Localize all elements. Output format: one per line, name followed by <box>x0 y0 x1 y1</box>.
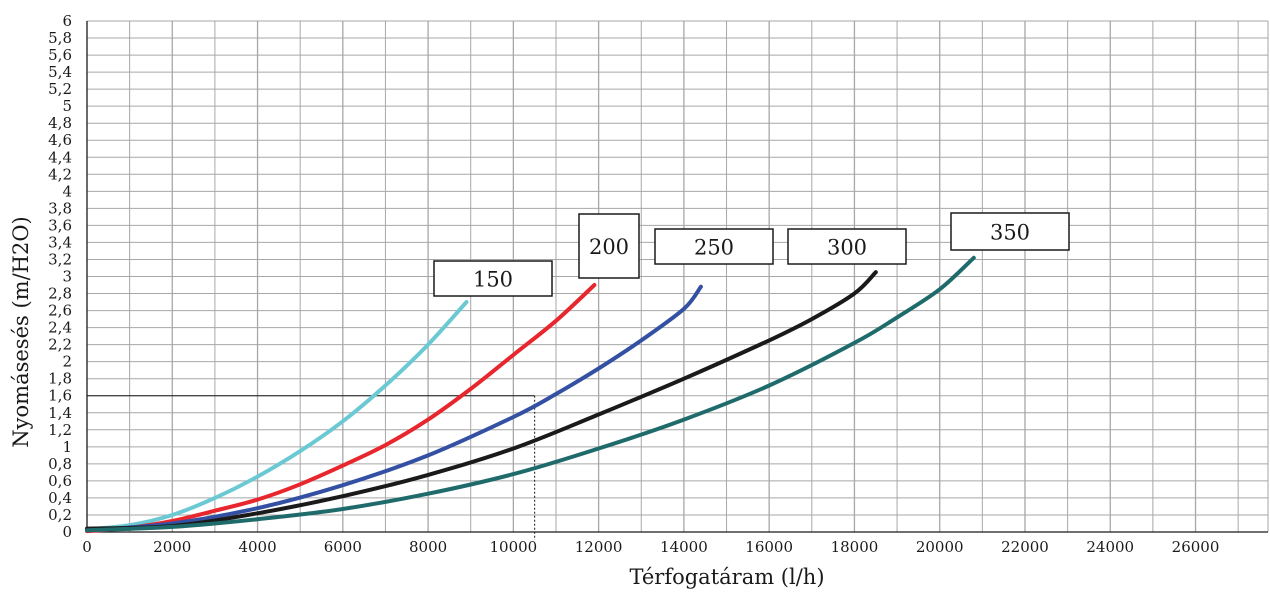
x-tick-labels: 0 2000 4000 6000 8000 10000 12000 14000 16000 180… <box>82 538 1219 556</box>
y-tick-label: 1,2 <box>48 421 72 439</box>
y-tick-label: 6 <box>62 12 72 30</box>
series-line-200 <box>85 283 597 534</box>
series-label-box-200 <box>578 213 640 279</box>
x-tick-label: 24000 <box>1086 538 1134 556</box>
y-tick-label: 0 <box>62 523 72 541</box>
x-tick-label: 2000 <box>153 538 191 556</box>
series-label-box-250 <box>654 228 774 265</box>
series-label-200: 200 <box>589 235 629 259</box>
series-labels: 150 200 250 300 350 <box>433 212 1070 297</box>
series-label-box-150 <box>433 260 553 297</box>
x-tick-label: 6000 <box>324 538 362 556</box>
series-line-150 <box>85 300 469 532</box>
y-tick-label: 3,6 <box>48 216 72 234</box>
x-tick-label: 12000 <box>575 538 623 556</box>
y-tick-label: 0,2 <box>48 506 72 524</box>
y-tick-label: 2,4 <box>48 319 72 337</box>
series-line-250 <box>85 284 703 533</box>
x-axis-title: Térfogatáram (l/h) <box>629 565 824 589</box>
y-tick-label: 1 <box>62 438 72 456</box>
y-tick-label: 2,6 <box>48 302 72 320</box>
y-tick-label: 2,8 <box>48 285 72 303</box>
y-tick-label: 0,8 <box>48 455 72 473</box>
x-tick-label: 20000 <box>916 538 964 556</box>
y-tick-label: 5,2 <box>48 80 72 98</box>
x-tick-label: 8000 <box>409 538 447 556</box>
x-tick-label: 16000 <box>745 538 793 556</box>
y-tick-label: 2 <box>62 353 72 371</box>
y-tick-label: 2,2 <box>48 336 72 354</box>
x-tick-label: 4000 <box>238 538 276 556</box>
y-tick-label: 5 <box>62 97 72 115</box>
y-tick-label: 3 <box>62 268 72 286</box>
series-line-350 <box>85 255 976 533</box>
y-tick-label: 5,6 <box>48 46 72 64</box>
series-label-box-300 <box>787 228 907 265</box>
y-tick-label: 4,2 <box>48 165 72 183</box>
x-tick-label: 22000 <box>1001 538 1049 556</box>
y-tick-label: 1,8 <box>48 370 72 388</box>
y-tick-label: 4,4 <box>48 148 72 166</box>
y-tick-label: 4,8 <box>48 114 72 132</box>
y-tick-label: 4,6 <box>48 131 72 149</box>
series-line-300 <box>85 270 878 531</box>
y-tick-label: 3,2 <box>48 250 72 268</box>
series-label-250: 250 <box>694 236 734 260</box>
y-tick-labels: 00,20,40,60,811,21,41,61,822,22,42,62,83… <box>48 12 72 541</box>
y-tick-label: 5,8 <box>48 29 72 47</box>
series-label-300: 300 <box>827 236 867 260</box>
y-tick-label: 1,6 <box>48 387 72 405</box>
x-tick-label: 10000 <box>489 538 537 556</box>
x-tick-label: 26000 <box>1172 538 1220 556</box>
y-tick-label: 3,8 <box>48 199 72 217</box>
series-group <box>85 255 976 534</box>
y-tick-label: 5,4 <box>48 63 72 81</box>
y-tick-label: 0,4 <box>48 489 72 507</box>
grid <box>86 20 1269 533</box>
x-tick-label: 14000 <box>660 538 708 556</box>
y-tick-label: 0,6 <box>48 472 72 490</box>
y-tick-label: 3,4 <box>48 233 72 251</box>
y-axis-title: Nyomásesés (m/H2O) <box>9 216 33 447</box>
x-tick-label: 18000 <box>831 538 879 556</box>
series-label-150: 150 <box>473 268 513 292</box>
series-label-box-350 <box>950 212 1070 251</box>
y-tick-label: 1,4 <box>48 404 72 422</box>
series-label-350: 350 <box>990 221 1030 245</box>
y-tick-label: 4 <box>62 182 72 200</box>
x-tick-label: 0 <box>82 538 92 556</box>
